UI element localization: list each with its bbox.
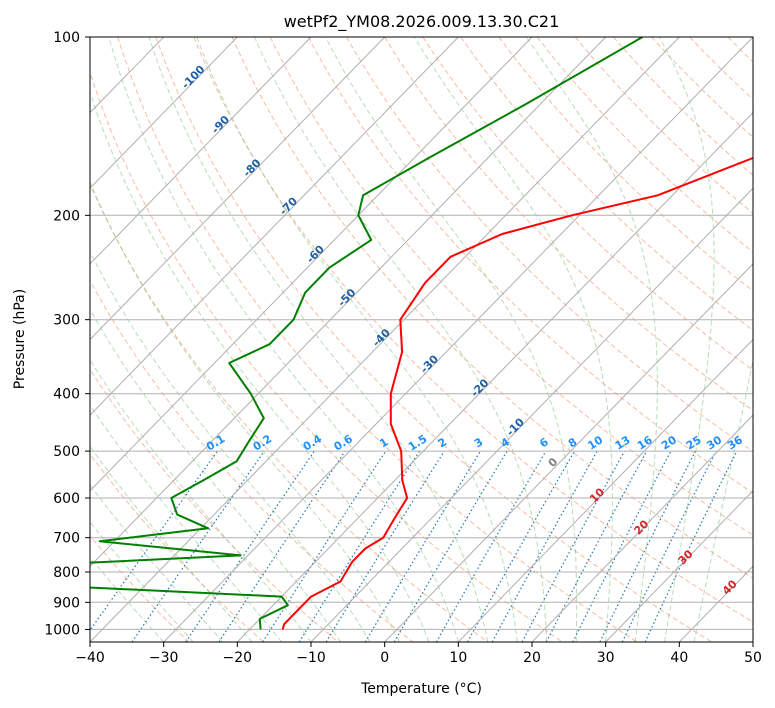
isotherm-line	[90, 37, 312, 265]
y-axis: 100 200 300 400 500 600 700 800 900 1000	[44, 30, 90, 638]
dewpoint-profile-line	[90, 37, 643, 630]
y-tick-label: 800	[53, 565, 80, 581]
dry-adiabat-line	[90, 279, 414, 642]
dry-adiabat-line	[384, 37, 753, 412]
isotherm-line	[531, 414, 753, 642]
dry-adiabat-line	[613, 37, 753, 176]
mixing-ratio-line	[521, 450, 626, 642]
x-axis: −40 −30 −20 −10 0 10 20 30 40 50	[75, 642, 762, 666]
moist-adiabat-line	[693, 358, 753, 642]
moist-adiabat-line	[90, 556, 165, 642]
moist-adiabat-line	[196, 37, 518, 642]
mixing-ratio-line	[90, 450, 218, 632]
isotherm-line	[90, 37, 607, 568]
moist-adiabat-line	[90, 445, 253, 642]
moist-adiabat-line	[90, 358, 312, 642]
x-tick-label: 20	[523, 650, 541, 666]
x-tick-label: 40	[670, 650, 688, 666]
moist-adiabat-line	[90, 308, 341, 642]
mixing-ratio-line	[298, 450, 421, 642]
dry-adiabat-line	[460, 37, 753, 331]
x-tick-label: 0	[380, 650, 389, 666]
x-tick-label: 10	[449, 650, 467, 666]
y-tick-label: 1000	[44, 622, 80, 638]
mixing-ratio-line	[599, 450, 697, 642]
moist-adiabat-line	[413, 37, 613, 642]
moist-adiabat-line	[148, 37, 489, 642]
x-axis-label: Temperature (°C)	[360, 681, 482, 697]
isotherm-line	[90, 37, 459, 416]
isotherm-line	[90, 37, 533, 492]
moist-adiabat-line	[325, 37, 578, 642]
y-tick-label: 500	[53, 444, 80, 460]
mixing-ratio-line	[466, 450, 576, 642]
mixing-ratio-line	[262, 450, 387, 642]
dry-adiabat-line	[155, 37, 712, 642]
mixing-ratio-line	[185, 450, 315, 642]
isotherm-line	[236, 111, 753, 642]
moist-adiabats	[90, 37, 753, 642]
moist-adiabat-line	[90, 404, 282, 642]
dry-adiabat-line	[574, 37, 753, 215]
y-axis-label: Pressure (hPa)	[12, 289, 28, 389]
moist-adiabat-line	[658, 37, 715, 642]
isotherm-line	[384, 263, 753, 642]
mixing-ratio-line	[364, 450, 482, 642]
x-tick-label: −20	[223, 650, 253, 666]
isotherm-line	[90, 37, 680, 642]
dry-adiabat-line	[231, 37, 753, 579]
mixing-ratio-line	[325, 450, 445, 642]
dry-adiabat-line	[193, 37, 753, 623]
y-tick-label: 600	[53, 491, 80, 507]
dry-adiabat-line	[422, 37, 753, 371]
profile-lines	[90, 37, 753, 630]
moist-adiabat-line	[90, 180, 400, 642]
temperature-profile-line	[281, 156, 753, 630]
x-tick-label: −30	[149, 650, 179, 666]
x-tick-label: −10	[296, 650, 326, 666]
x-tick-label: −40	[75, 650, 105, 666]
x-tick-label: 50	[744, 650, 762, 666]
moist-adiabat-line	[90, 521, 194, 642]
y-tick-label: 100	[53, 30, 80, 46]
isotherm-line	[90, 37, 238, 189]
moist-adiabat-line	[90, 250, 371, 642]
mixing-ratio-line	[218, 450, 346, 642]
dry-adiabat-line	[269, 37, 753, 536]
pressure-gridlines	[90, 37, 753, 630]
moist-adiabat-line	[108, 37, 459, 642]
chart-title: wetPf2_YM08.2026.009.13.30.C21	[284, 12, 560, 32]
plot-frame	[89, 36, 754, 643]
isotherm-line	[605, 490, 753, 642]
moist-adiabat-line	[254, 37, 548, 642]
x-tick-label: 30	[597, 650, 615, 666]
y-tick-label: 900	[53, 595, 80, 611]
y-tick-label: 400	[53, 387, 80, 403]
isotherm-line	[310, 187, 753, 642]
moist-adiabat-line	[90, 484, 223, 642]
isotherm-line	[163, 37, 753, 642]
dry-adiabat-line	[90, 70, 563, 642]
y-tick-label: 300	[53, 313, 80, 329]
dry-adiabat-line	[117, 37, 638, 642]
y-tick-label: 700	[53, 531, 80, 547]
moist-adiabat-line	[90, 90, 430, 642]
mixing-ratio-line	[131, 450, 265, 642]
moist-adiabat-line	[525, 37, 658, 642]
dry-adiabat-line	[90, 534, 190, 642]
mixing-ratio-line	[621, 450, 717, 642]
y-tick-label: 200	[53, 208, 80, 224]
dry-adiabat-line	[498, 37, 753, 292]
